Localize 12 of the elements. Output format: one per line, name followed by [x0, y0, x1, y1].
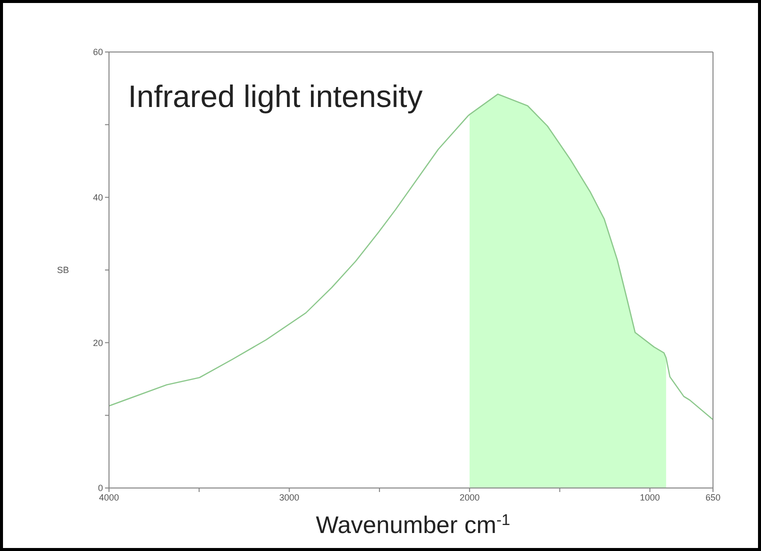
- x-tick-label: 4000: [98, 492, 120, 502]
- x-tick-label: 3000: [279, 492, 300, 502]
- x-tick-label: 2000: [460, 492, 480, 502]
- y-tick-label: 20: [92, 338, 103, 348]
- x-axis-title: Wavenumber cm$^{-1}$: [316, 512, 510, 539]
- y-tick-label: 60: [92, 47, 103, 58]
- y-axis-title: SB: [57, 265, 70, 275]
- y-tick-label: 40: [92, 192, 103, 203]
- y-tick-label: 0: [98, 483, 103, 494]
- text: Infrared light intensity: [128, 79, 423, 115]
- x-tick-label: 1000: [640, 492, 660, 502]
- x-tick-label: 650: [705, 492, 721, 502]
